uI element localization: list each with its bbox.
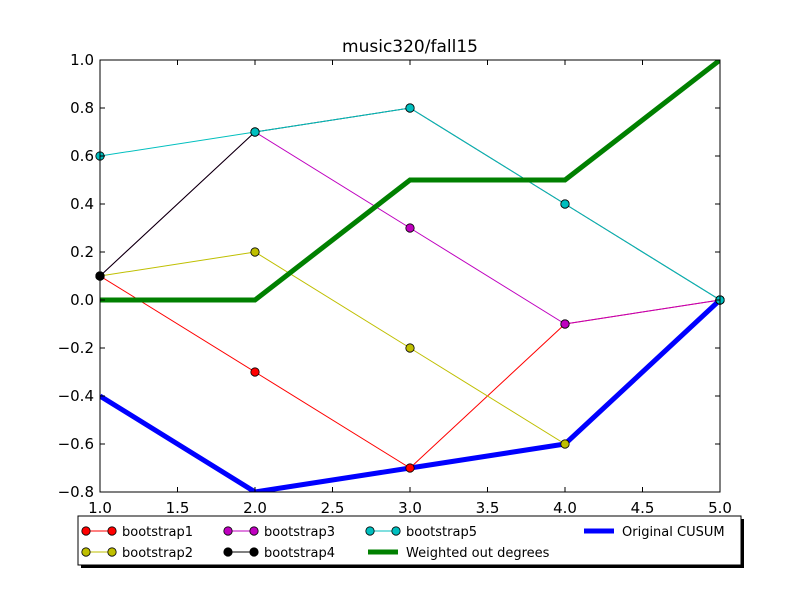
x-tick-label: 1.0 [88,499,112,517]
series-lines [100,60,720,492]
legend-marker [107,547,117,557]
series-line-weighted-out-degrees [100,60,720,303]
chart-title: music320/fall15 [342,37,478,57]
legend-marker [107,526,117,536]
legend-entry-label: Original CUSUM [622,525,725,540]
legend-marker [81,547,91,557]
x-tick-label: 5.0 [708,499,732,517]
legend-marker [223,547,233,557]
data-point-bootstrap5 [250,127,260,137]
x-tick-label: 3.5 [476,499,500,517]
legend-entry-label: bootstrap4 [264,546,335,561]
legend-box [77,515,742,566]
legend-marker [391,526,401,536]
legend: bootstrap1 bootstrap2 bootstrap3 bootstrap4… [77,515,744,568]
data-point-bootstrap2 [250,247,260,257]
y-tick-label: −0.6 [58,435,94,453]
x-tick-label: 2.0 [243,499,267,517]
data-point-bootstrap3 [560,319,570,329]
data-point-bootstrap2 [405,343,415,353]
y-tick-label: 1.0 [70,51,94,69]
legend-marker [223,526,233,536]
legend-marker [249,526,259,536]
legend-entry-label: bootstrap2 [122,546,193,561]
series-line-bootstrap1 [100,275,720,469]
x-tick-label: 2.5 [321,499,345,517]
data-point-bootstrap3 [405,223,415,233]
y-tick-label: 0.4 [70,195,94,213]
data-point-bootstrap2 [560,439,570,449]
x-tick-label: 4.5 [631,499,655,517]
y-tick-label: −0.8 [58,483,94,501]
legend-entry-label: bootstrap5 [406,525,477,540]
data-point-bootstrap1 [405,463,415,473]
legend-marker [249,547,259,557]
series-line-original-cusum [100,298,720,492]
y-tick-label: 0.0 [70,291,94,309]
series-line-bootstrap5 [100,107,720,301]
y-tick-label: −0.2 [58,339,94,357]
legend-entry-label: bootstrap1 [122,525,193,540]
data-point-bootstrap1 [250,367,260,377]
axes-frame [99,59,721,493]
data-point-bootstrap5 [560,199,570,209]
x-tick-label: 3.0 [398,499,422,517]
series-line-bootstrap4 [100,107,720,301]
plot-area: 1.0 1.5 2.0 2.5 3.0 3.5 4.0 4.5 5.0 −0.8 −0.6 −0.4 −… [58,51,732,517]
data-point-bootstrap5 [405,103,415,113]
x-tick-label: 1.5 [166,499,190,517]
legend-marker [81,526,91,536]
legend-entry-label: Weighted out degrees [406,546,550,561]
legend-marker [365,526,375,536]
legend-entry-label: bootstrap3 [264,525,335,540]
y-tick-label: 0.8 [70,99,94,117]
y-tick-label: 0.6 [70,147,94,165]
y-tick-label: −0.4 [58,387,94,405]
x-tick-label: 4.0 [553,499,577,517]
y-tick-label: 0.2 [70,243,94,261]
